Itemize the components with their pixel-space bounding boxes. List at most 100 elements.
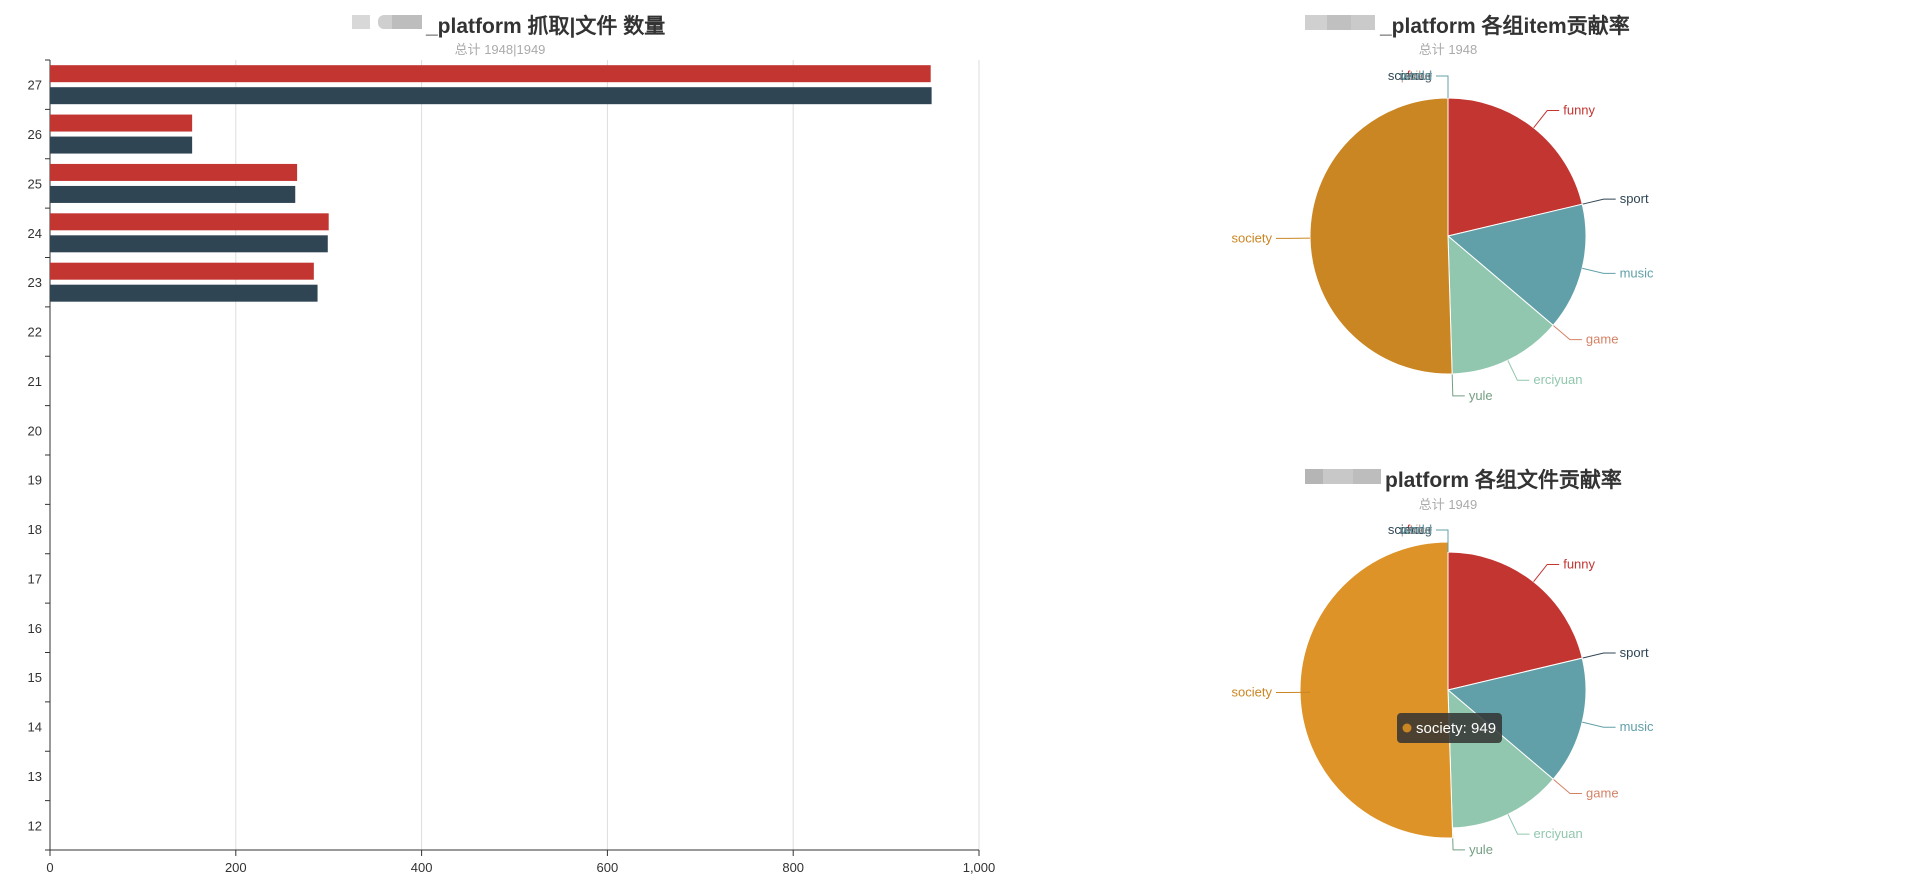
pie-label-tour: tour (1410, 68, 1433, 83)
pie-label-line (1507, 360, 1530, 381)
y-tick-label: 23 (28, 275, 42, 290)
pie-label-society: society (1232, 230, 1273, 245)
y-tick-label: 14 (28, 720, 42, 735)
y-tick-label: 12 (28, 818, 42, 833)
bar-chart-header: _platform 抓取|文件 数量 总计 1948|1949 (352, 14, 665, 57)
x-tick-label: 1,000 (963, 860, 996, 875)
pie-label-line (1436, 75, 1449, 98)
pie-label-line (1582, 198, 1616, 205)
pie-label-food: food (1407, 522, 1432, 537)
pie-slice-funny (1447, 97, 1583, 237)
y-tick-label: 16 (28, 621, 42, 636)
bar (50, 262, 314, 280)
pie-label-line (1582, 652, 1616, 659)
bar (50, 136, 193, 154)
pie-label-line (1436, 75, 1449, 98)
pie-label-science: science (1388, 68, 1432, 83)
y-tick-label: 21 (28, 374, 42, 389)
y-tick-label: 13 (28, 769, 42, 784)
redacted-title-block (1353, 469, 1381, 484)
pie-slice-music (1446, 657, 1587, 780)
pie-label-science: science (1388, 522, 1432, 537)
bar-chart: 0 200 400 600 800 1,000 12 13 14 15 16 17 18 19 20 21 22… (28, 59, 996, 875)
pie-slice-funny (1447, 551, 1583, 691)
bar-chart-title: _platform 抓取|文件 数量 (425, 14, 665, 38)
pie-label-line (1436, 75, 1449, 98)
pie-label-funny: funny (1563, 556, 1595, 571)
x-tick-label: 600 (597, 860, 619, 875)
pie-label-funny: funny (1563, 103, 1595, 118)
bar (50, 284, 318, 302)
pie-label-society: society (1232, 685, 1273, 700)
pie-label-food: food (1407, 68, 1432, 83)
pie-label-line (1436, 529, 1449, 552)
pie-label-tour: tour (1410, 522, 1433, 537)
pie-label-erciyuan: erciyuan (1534, 826, 1583, 841)
x-tick-label: 200 (225, 860, 247, 875)
y-tick-label: 19 (28, 473, 42, 488)
pie-label-line (1507, 814, 1530, 835)
pie-label-line (1533, 563, 1560, 583)
pie-slice-society (1299, 541, 1454, 839)
pie-label-line (1436, 75, 1449, 98)
y-tick-label: 25 (28, 176, 42, 191)
pie-label-line (1552, 778, 1583, 794)
pie-label-sport: sport (1620, 191, 1649, 206)
bar (50, 213, 329, 231)
pie-label-meng: meng (1399, 68, 1432, 83)
pie2-title: platform 各组文件贡献率 (1385, 468, 1622, 492)
redacted-title-block (1323, 469, 1353, 484)
x-tick-label: 0 (46, 860, 53, 875)
pie-label-yule: yule (1469, 842, 1493, 857)
pie-label-line (1451, 827, 1466, 851)
redacted-title-block (352, 15, 370, 29)
pie-label-line (1533, 110, 1560, 129)
bar (50, 65, 931, 83)
pie-label-game: game (1586, 785, 1619, 800)
redacted-title-block (1327, 15, 1351, 30)
bar-chart-subtitle: 总计 1948|1949 (455, 42, 546, 57)
x-tick-label: 800 (782, 860, 804, 875)
pie2-header: platform 各组文件贡献率 总计 1949 (1305, 468, 1622, 512)
redacted-title-block (1305, 15, 1327, 30)
pie-label-yule: yule (1469, 388, 1493, 403)
pie-label-line (1436, 75, 1449, 98)
pie-label-line (1582, 267, 1616, 274)
pie-label-line (1582, 721, 1616, 728)
y-tick-label: 24 (28, 226, 42, 241)
y-tick-label: 22 (28, 325, 42, 340)
bar (50, 114, 193, 132)
pie-label-paike: paike (1401, 68, 1432, 83)
tooltip-background (1397, 713, 1502, 743)
y-tick-label: 20 (28, 423, 42, 438)
pie-label-edu: edu (1410, 522, 1432, 537)
pie-chart-item-contribution: funny sport music game erciyuan yule society pa… (1232, 68, 1654, 403)
pie-label-line (1436, 75, 1449, 98)
redacted-title-block (1305, 469, 1323, 484)
pie-chart-file-contribution: funny sport music game erciyuan yule society pa… (1232, 522, 1655, 857)
pie-label-game: game (1586, 332, 1619, 347)
pie1-title: _platform 各组item贡献率 (1379, 14, 1630, 38)
y-tick-label: 18 (28, 522, 42, 537)
bar (50, 163, 298, 181)
pie2-subtitle: 总计 1949 (1419, 497, 1478, 512)
tooltip-text: society: 949 (1416, 720, 1496, 737)
pie-label-world: world (1400, 522, 1432, 537)
pie-label-music: music (1620, 719, 1654, 734)
y-tick-label: 26 (28, 127, 42, 142)
pie-label-meng: meng (1399, 522, 1432, 537)
redacted-title-block (1351, 15, 1375, 30)
pie-label-line (1436, 75, 1449, 98)
pie-label-sport: sport (1620, 645, 1649, 660)
y-tick-label: 27 (28, 78, 42, 93)
pie-label-paike: paike (1401, 522, 1432, 537)
pie-label-line (1552, 324, 1582, 341)
pie-label-music: music (1620, 265, 1654, 280)
pie-slice-society (1309, 97, 1453, 375)
pie1-subtitle: 总计 1948 (1419, 42, 1478, 57)
y-tick-label: 15 (28, 670, 42, 685)
y-tick-label: 17 (28, 571, 42, 586)
x-tick-label: 400 (411, 860, 433, 875)
bar (50, 185, 296, 203)
tooltip-marker-icon (1402, 723, 1412, 733)
